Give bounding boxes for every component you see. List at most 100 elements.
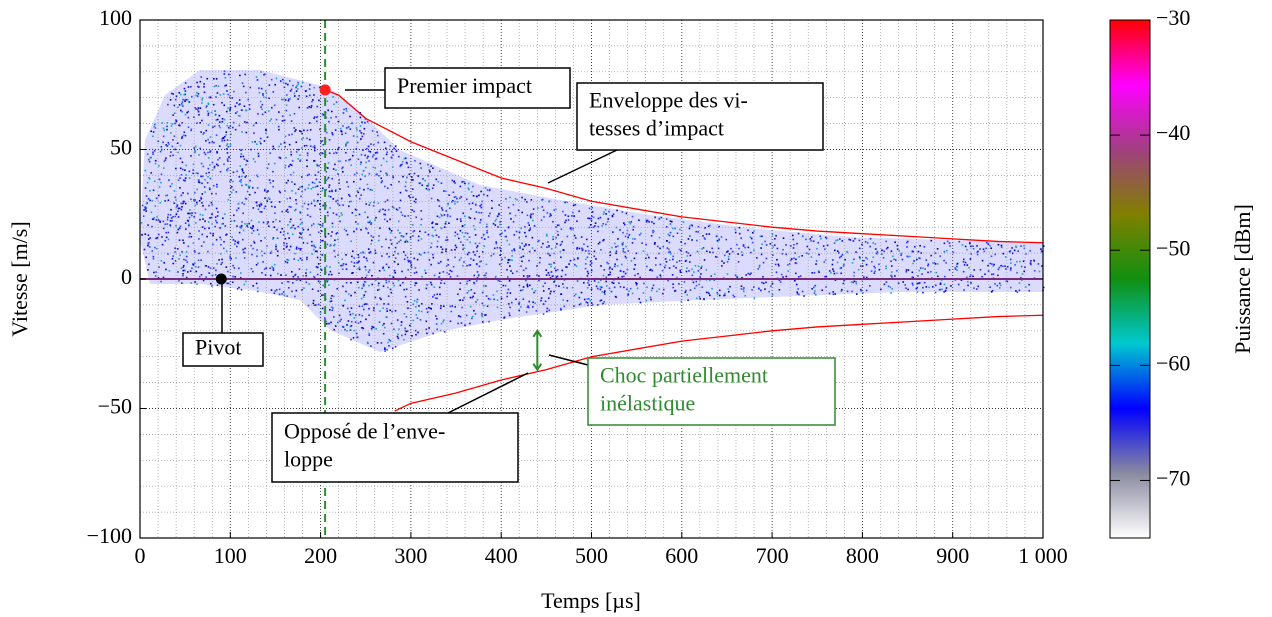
noise-dot [524,243,527,245]
noise-dot [1016,291,1019,293]
noise-dot [207,102,210,105]
noise-dot [320,230,323,232]
noise-dot [658,236,661,239]
noise-dot [345,229,348,232]
noise-dot [823,261,826,263]
noise-dot [241,82,244,84]
noise-dot [906,246,908,248]
noise-dot [297,98,299,100]
noise-dot [676,232,679,235]
noise-dot [420,218,423,221]
noise-dot [182,134,185,136]
noise-dot [1024,286,1027,288]
noise-dot [474,234,477,236]
noise-dot [216,262,218,265]
noise-dot [256,79,259,81]
noise-dot [210,111,213,114]
noise-dot [328,195,330,197]
noise-dot [274,290,276,292]
noise-dot [256,187,259,189]
noise-dot [374,152,377,154]
noise-dot [832,268,834,270]
noise-dot [272,238,274,240]
noise-dot [204,227,206,230]
noise-dot [737,253,739,255]
noise-dot [464,324,466,326]
noise-dot [186,261,189,264]
noise-dot [145,195,148,197]
noise-dot [436,223,439,225]
noise-dot [219,170,222,173]
noise-dot [531,236,534,239]
noise-dot [887,285,890,288]
noise-dot [242,212,244,215]
noise-dot [548,215,551,218]
noise-dot [301,185,303,188]
noise-dot [458,259,461,261]
noise-dot [507,206,510,209]
noise-dot [171,257,174,260]
noise-dot [384,147,387,150]
noise-dot [653,243,656,245]
noise-dot [760,289,762,292]
noise-dot [362,283,365,286]
noise-dot [497,279,500,282]
noise-dot [792,238,795,241]
noise-dot [155,271,157,273]
noise-dot [414,284,416,287]
noise-dot [440,207,443,209]
noise-dot [314,174,317,176]
noise-dot [208,141,211,144]
noise-dot [248,186,250,189]
noise-dot [380,245,383,248]
noise-dot [923,245,926,248]
noise-dot [975,288,978,290]
noise-dot [623,223,626,226]
noise-dot [420,302,423,305]
noise-dot [815,294,817,296]
noise-dot [399,165,402,168]
noise-dot [732,294,735,297]
noise-dot [239,180,241,182]
noise-dot [334,239,336,242]
noise-dot [196,91,198,94]
noise-dot [521,196,523,199]
noise-dot [272,170,274,173]
noise-dot [945,249,948,252]
noise-dot [576,246,579,249]
noise-dot [562,286,565,289]
noise-dot [232,189,235,191]
noise-dot [306,152,309,155]
noise-dot [317,223,320,225]
noise-dot [943,283,946,286]
noise-dot [478,242,481,245]
noise-dot [605,223,607,226]
noise-dot [701,265,703,268]
noise-dot [820,237,822,240]
noise-dot [588,207,591,210]
noise-dot [553,209,556,211]
noise-dot [499,223,501,226]
noise-dot [200,175,202,178]
noise-dot [648,256,650,259]
noise-dot [676,261,678,263]
noise-dot [289,163,292,166]
noise-dot [486,305,489,308]
noise-dot [723,294,726,297]
noise-dot [415,333,417,336]
noise-dot [542,290,545,292]
noise-dot [482,284,485,287]
noise-dot [184,113,187,116]
noise-dot [403,338,405,341]
noise-dot [600,286,603,289]
noise-dot [213,77,215,80]
noise-dot [581,249,584,252]
noise-dot [1018,289,1021,292]
noise-dot [312,223,315,225]
noise-dot [632,228,635,231]
noise-dot [981,275,983,278]
noise-dot [590,302,593,304]
noise-dot [297,188,300,190]
noise-dot [215,78,218,80]
noise-dot [1009,286,1012,289]
